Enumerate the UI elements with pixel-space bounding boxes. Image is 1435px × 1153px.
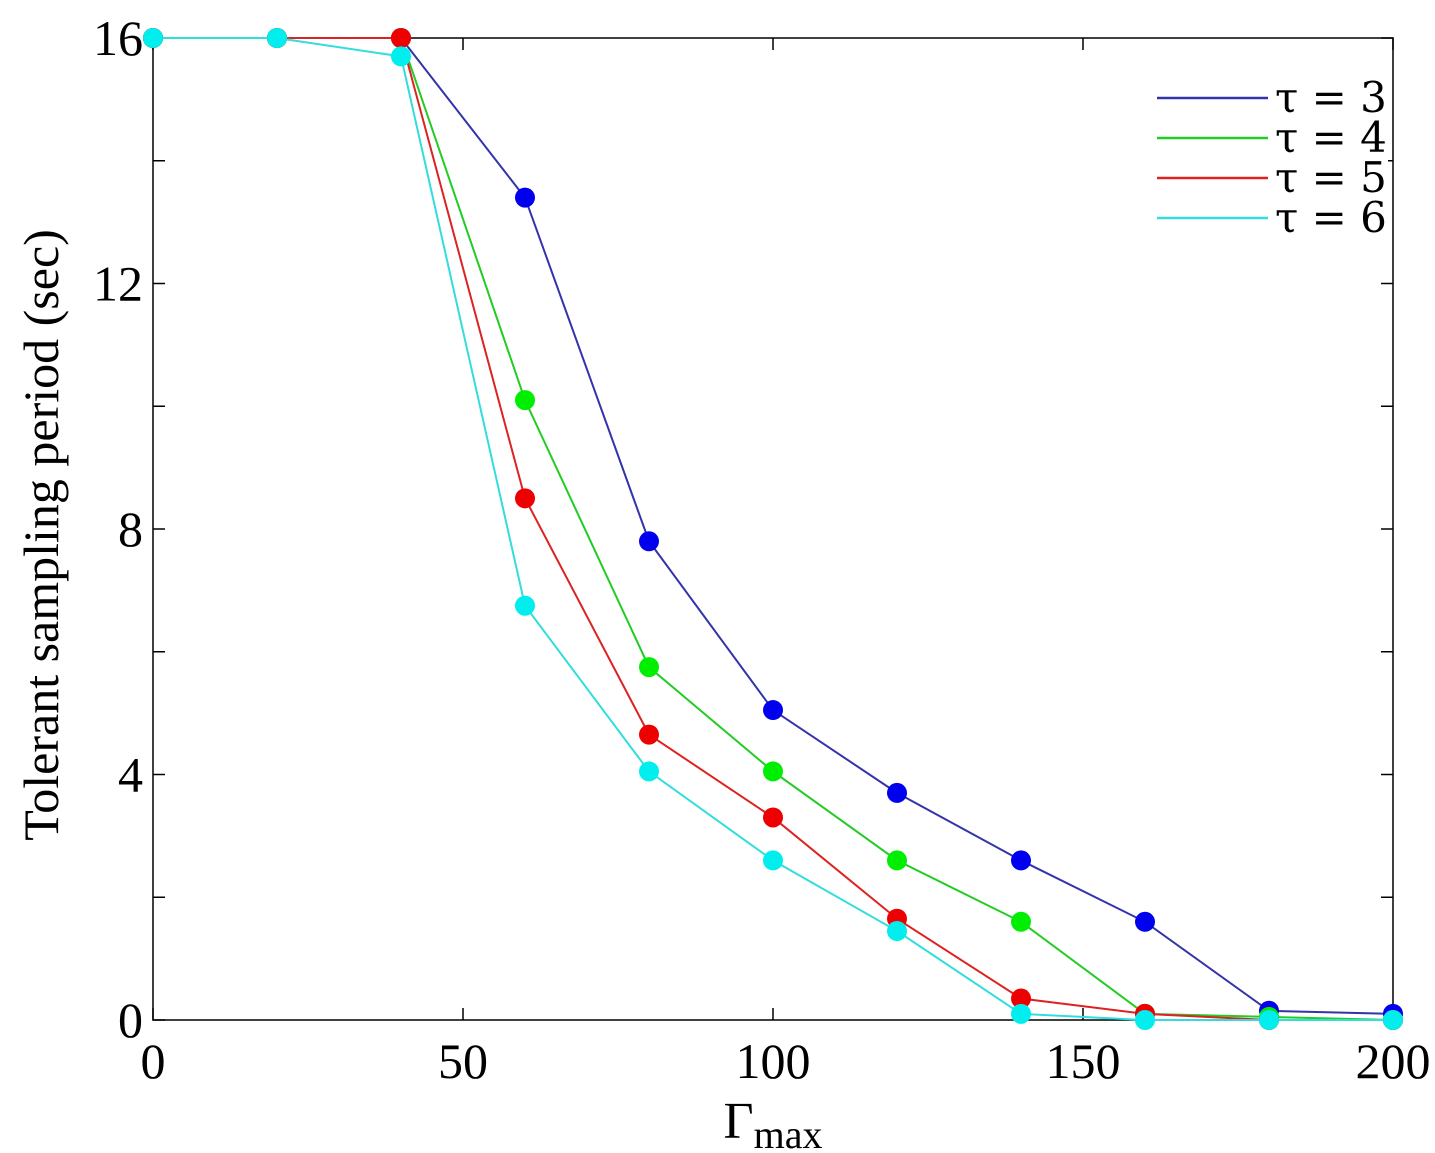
series-4-point: [1383, 1010, 1403, 1030]
series-4-point: [639, 761, 659, 782]
series-2-point: [639, 657, 659, 678]
legend-label-4: τ = 6: [1275, 193, 1387, 242]
series-1-point: [1011, 850, 1031, 871]
legend: τ = 3τ = 4τ = 5τ = 6: [1150, 73, 1388, 245]
y-tick-label: 0: [118, 992, 143, 1048]
y-tick-label: 12: [93, 256, 143, 312]
y-tick-label: 8: [118, 501, 143, 557]
series-3-point: [639, 724, 659, 745]
legend-label-3: τ = 5: [1275, 153, 1387, 202]
series-4-point: [1259, 1010, 1279, 1030]
series-4-point: [515, 595, 535, 616]
series-4-point: [143, 28, 163, 48]
axis-ticks: 0 50 100 150 200 0 4 8 12 16: [93, 10, 1431, 1089]
series-2-point: [1011, 911, 1031, 932]
series-1-point: [639, 531, 659, 552]
legend-label-2: τ = 4: [1275, 113, 1387, 162]
series-1-point: [1135, 911, 1155, 932]
series-4-point: [391, 46, 411, 67]
series-4-point: [1011, 1003, 1031, 1024]
y-tick-label: 16: [93, 10, 143, 66]
series-4-point: [1135, 1010, 1155, 1030]
series-1-point: [887, 782, 907, 803]
series-3-point: [391, 28, 411, 48]
x-axis-label: Γmax: [724, 1093, 823, 1153]
x-axis-label-main: Γ: [724, 1093, 754, 1150]
series-3-point: [1011, 988, 1031, 1009]
y-tick-label: 4: [118, 747, 143, 803]
series-4-point: [887, 921, 907, 942]
y-axis-label: Tolerant sampling period (sec): [13, 229, 69, 841]
legend-items: τ = 3τ = 4τ = 5τ = 6: [1157, 73, 1387, 242]
series-4-point: [267, 28, 287, 48]
x-tick-label: 50: [438, 1033, 488, 1089]
x-tick-label: 0: [141, 1033, 166, 1089]
legend-label-1: τ = 3: [1275, 73, 1387, 122]
x-tick-label: 100: [736, 1033, 811, 1089]
x-tick-label: 200: [1356, 1033, 1431, 1089]
series-3-point: [515, 488, 535, 509]
series-2-point: [887, 850, 907, 871]
series-markers: [143, 28, 1403, 1030]
x-tick-label: 150: [1046, 1033, 1121, 1089]
series-3-point: [763, 807, 783, 828]
series-2-point: [763, 761, 783, 782]
legend-box: [1150, 75, 1388, 245]
series-1-point: [763, 700, 783, 721]
x-axis-label-sub: max: [754, 1112, 823, 1153]
series-1-point: [515, 187, 535, 208]
series-4-point: [763, 850, 783, 871]
series-2-point: [515, 390, 535, 411]
